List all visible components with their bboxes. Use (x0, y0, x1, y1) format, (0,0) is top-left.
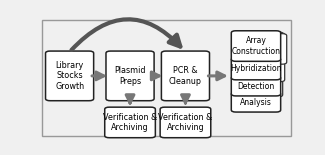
Text: Verification &
Archiving: Verification & Archiving (103, 113, 157, 132)
Text: Verification &
Archiving: Verification & Archiving (158, 113, 213, 132)
FancyBboxPatch shape (233, 32, 283, 62)
FancyBboxPatch shape (46, 51, 94, 101)
FancyBboxPatch shape (231, 76, 281, 96)
FancyBboxPatch shape (233, 77, 283, 97)
Text: Plasmid
Preps: Plasmid Preps (114, 66, 146, 86)
FancyBboxPatch shape (233, 59, 283, 81)
FancyBboxPatch shape (162, 51, 210, 101)
FancyBboxPatch shape (231, 58, 281, 80)
Text: Analysis: Analysis (240, 98, 272, 107)
FancyBboxPatch shape (160, 107, 211, 138)
FancyBboxPatch shape (235, 33, 285, 63)
FancyBboxPatch shape (235, 60, 285, 82)
FancyBboxPatch shape (237, 34, 287, 64)
FancyBboxPatch shape (105, 107, 155, 138)
Text: PCR &
Cleanup: PCR & Cleanup (169, 66, 202, 86)
Text: Array
Construction: Array Construction (231, 36, 280, 56)
FancyBboxPatch shape (106, 51, 154, 101)
Text: Library
Stocks
Growth: Library Stocks Growth (55, 61, 84, 91)
Text: Detection: Detection (237, 82, 275, 91)
FancyBboxPatch shape (231, 31, 281, 61)
Text: Hybridization: Hybridization (230, 64, 282, 73)
FancyBboxPatch shape (231, 92, 281, 112)
